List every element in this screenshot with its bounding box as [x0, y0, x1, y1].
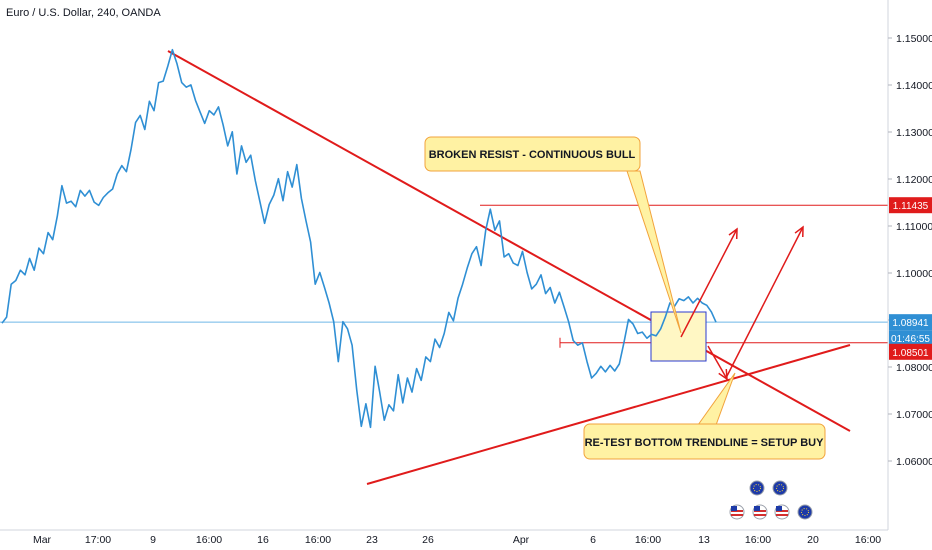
- price-series-line: [1, 48, 717, 429]
- us-event-icon-3-stripe2: [776, 514, 788, 516]
- callout-bottom-pointer: [697, 372, 736, 426]
- us-event-icon-1: [729, 504, 745, 520]
- resistance-price-tag-bg: [889, 197, 932, 214]
- economic-event-icons[interactable]: [729, 480, 813, 520]
- eu-event-icon-3-circle: [797, 504, 813, 520]
- y-tick-label: 1.06000: [896, 456, 932, 468]
- us-event-icon-2: [752, 504, 768, 520]
- eu-event-icon-3: [797, 504, 813, 520]
- projection-arrows: [680, 225, 804, 381]
- x-tick-label: 16:00: [305, 534, 331, 546]
- x-tick-label: 23: [366, 534, 378, 546]
- x-tick-label: 16:00: [745, 534, 771, 546]
- y-axis[interactable]: 1.15000 1.14000 1.13000 1.12000 1.11000 1.100…: [887, 0, 932, 530]
- x-tick-label: Mar: [33, 534, 52, 546]
- breakout-box-group: [650, 311, 707, 362]
- arrow-down-retest-shaft: [707, 345, 728, 380]
- arrow-up-1-head: [728, 227, 738, 240]
- callout-top-box: [424, 136, 641, 172]
- callout-bottom-text: RE-TEST BOTTOM TRENDLINE = SETUP BUY: [585, 437, 825, 449]
- eu-event-icon-2: [772, 480, 788, 496]
- y-tick-label: 1.15000: [896, 33, 932, 45]
- arrow-up-1-shaft: [680, 228, 738, 338]
- y-tick-label: 1.10000: [896, 268, 932, 280]
- x-tick-label: 17:00: [85, 534, 111, 546]
- countdown-tag-bg: [889, 330, 932, 347]
- callout-top-text: BROKEN RESIST - CONTINUOUS BULL: [429, 149, 636, 161]
- arrow-up-2-shaft: [725, 226, 804, 379]
- y-tick-label: 1.14000: [896, 80, 932, 92]
- x-axis[interactable]: Mar 17:00 9 16:00 16 16:00 23 26 Apr 6 16:00 13 16:0…: [0, 529, 888, 546]
- eu-event-icon-1-stars: [753, 484, 761, 492]
- x-tick-label: 16: [257, 534, 269, 546]
- current-price-tag-text: 1.08941: [892, 318, 929, 329]
- eu-event-icon-1-circle: [749, 480, 765, 496]
- trendlines: [167, 50, 851, 485]
- eu-event-icon-2-stars: [776, 484, 784, 492]
- support-price-tag-text: 1.08501: [892, 348, 929, 359]
- us-event-icon-3: [774, 504, 790, 520]
- horizontal-levels: [480, 204, 888, 348]
- eu-event-icon-1: [749, 480, 765, 496]
- y-tick-label: 1.13000: [896, 127, 932, 139]
- us-event-icon-1-stripe2: [731, 514, 743, 516]
- arrow-down-retest-head: [718, 368, 728, 381]
- x-tick-label: 9: [150, 534, 156, 546]
- countdown-tag-text: 01:46:55: [891, 334, 930, 345]
- us-event-icon-2-canton: [754, 506, 760, 511]
- callouts: BROKEN RESIST - CONTINUOUS BULL RE-TEST B…: [424, 136, 826, 460]
- y-tick-label: 1.11000: [896, 221, 932, 233]
- descending-trendline: [167, 50, 851, 432]
- support-price-tag-bg: [889, 343, 932, 360]
- us-event-icon-3-canton: [776, 506, 782, 511]
- breakout-box: [650, 311, 707, 362]
- y-tick-label: 1.08000: [896, 362, 932, 374]
- us-event-icon-1-canton: [731, 506, 737, 511]
- y-tick-label: 1.12000: [896, 174, 932, 186]
- symbol-title: Euro / U.S. Dollar, 240, OANDA: [6, 7, 161, 19]
- callout-top-pointer: [626, 170, 682, 334]
- ascending-trendline: [366, 344, 851, 485]
- x-tick-label: 26: [422, 534, 434, 546]
- x-tick-label: 6: [590, 534, 596, 546]
- x-tick-label: 16:00: [635, 534, 661, 546]
- us-event-icon-2-stripe2: [754, 514, 766, 516]
- x-tick-label: 20: [807, 534, 819, 546]
- resistance-price-tag-text: 1.11435: [893, 201, 929, 212]
- eu-event-icon-3-stars: [801, 508, 809, 516]
- x-tick-label: Apr: [513, 534, 530, 546]
- x-tick-label: 16:00: [196, 534, 222, 546]
- x-tick-label: 16:00: [855, 534, 881, 546]
- arrow-up-2-head: [794, 225, 804, 238]
- x-tick-label: 13: [698, 534, 710, 546]
- callout-bottom-box: [583, 423, 826, 460]
- y-tick-label: 1.07000: [896, 409, 932, 421]
- current-price-tag-bg: [889, 314, 932, 331]
- price-series-group: [1, 48, 717, 429]
- eu-event-icon-2-circle: [772, 480, 788, 496]
